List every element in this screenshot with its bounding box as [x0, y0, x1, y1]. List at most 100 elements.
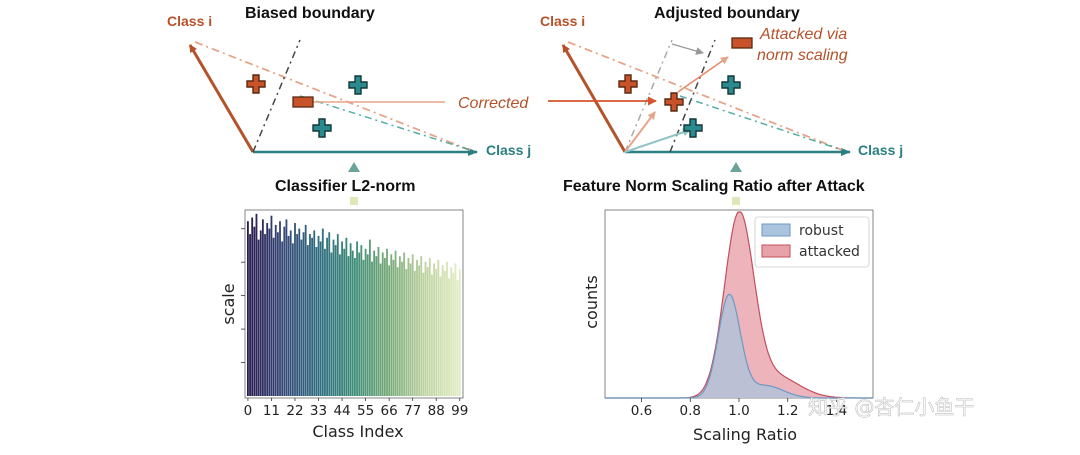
right-teal-plus-icon-2: [683, 118, 703, 138]
bar-class-66: [388, 265, 391, 396]
bar-class-47: [347, 256, 350, 396]
bar-class-14: [276, 232, 279, 396]
chart1-xtick-label-55: 55: [357, 403, 374, 419]
bar-class-93: [446, 261, 448, 396]
watermark: 知乎 @杏仁小鱼干: [808, 395, 974, 419]
bar-class-75: [407, 258, 410, 396]
chart1-bars: [247, 213, 461, 396]
bar-class-81: [420, 256, 423, 396]
bar-class-1: [249, 234, 251, 396]
bar-class-16: [281, 241, 284, 396]
bar-class-55: [364, 248, 367, 396]
robust-distribution-line: [605, 293, 873, 399]
bar-class-63: [381, 252, 384, 396]
right-orange-plus-icon-2: [664, 92, 684, 112]
left-orange-plus-icon: [246, 74, 266, 94]
left-class-i-label: Class i: [167, 13, 212, 29]
right-class-i-label: Class i: [540, 13, 585, 29]
bar-class-64: [383, 258, 386, 396]
bar-class-2: [251, 217, 254, 396]
bar-class-51: [356, 241, 358, 396]
right-connector-arrow-icon: [730, 162, 742, 172]
robust-distribution-area: [605, 294, 873, 398]
chart2-distributions: [605, 211, 873, 399]
chart1-xtick-label-99: 99: [451, 403, 468, 419]
chart2-xtick-label-0.6: 0.6: [631, 403, 652, 419]
left-connector-arrow-icon: [348, 162, 360, 172]
bar-class-17: [283, 226, 286, 396]
bar-class-13: [274, 224, 277, 396]
bar-class-30: [311, 237, 314, 396]
chart1-xtick-label-66: 66: [381, 403, 398, 419]
legend-attacked-swatch: [761, 244, 791, 258]
bar-class-59: [373, 250, 376, 396]
bar-class-35: [321, 228, 324, 396]
left-connector: [348, 162, 360, 205]
bar-class-4: [255, 213, 258, 396]
chart2-xtick-label-0.8: 0.8: [680, 403, 701, 419]
bar-class-22: [294, 223, 296, 396]
bar-class-41: [334, 245, 337, 396]
left-dashed-teal-line: [299, 95, 471, 151]
bar-class-99: [458, 269, 461, 396]
bar-class-79: [416, 259, 418, 396]
left-diagram: Biased boundary Class i Class j Correcte…: [167, 5, 531, 158]
bar-class-61: [377, 246, 380, 396]
bar-class-98: [456, 280, 459, 396]
bar-class-38: [328, 232, 331, 396]
bar-class-68: [392, 259, 395, 396]
chart2-xtick-label-1.4: 1.4: [826, 403, 847, 419]
bar-class-23: [296, 234, 299, 396]
bar-class-71: [398, 256, 401, 396]
bar-class-83: [424, 261, 427, 396]
right-teal-plus-icon-1: [721, 75, 741, 95]
bar-class-43: [339, 254, 341, 396]
bar-class-19: [287, 235, 290, 396]
bar-class-29: [309, 234, 311, 396]
bar-class-65: [386, 248, 388, 396]
bar-class-40: [332, 239, 335, 396]
bar-class-18: [285, 219, 288, 396]
bar-class-34: [319, 241, 322, 396]
attacked-distribution-area: [605, 212, 873, 398]
right-class-j-label: Class j: [858, 142, 903, 158]
bar-class-31: [313, 230, 316, 396]
chart2-legend: robust attacked: [754, 216, 870, 268]
legend-attacked-label: attacked: [799, 244, 860, 260]
left-dashed-orange-line: [194, 41, 471, 151]
chart1-xtick-label-33: 33: [310, 403, 327, 419]
bar-class-28: [306, 245, 309, 396]
right-connector: [730, 162, 742, 205]
bar-class-76: [409, 263, 412, 396]
bar-class-21: [291, 243, 294, 396]
left-connector-square: [350, 197, 358, 205]
legend-robust-label: robust: [799, 223, 844, 239]
bar-class-82: [422, 272, 425, 396]
chart1-xtick-label-44: 44: [333, 403, 350, 419]
bar-class-46: [345, 237, 348, 396]
bar-class-86: [431, 274, 433, 396]
bar-class-25: [300, 239, 303, 396]
legend-robust-swatch: [761, 223, 791, 237]
bar-class-57: [368, 239, 371, 396]
chart2-x-axis-label: Scaling Ratio: [693, 425, 797, 444]
right-diagram-title: Adjusted boundary: [654, 5, 800, 22]
right-minus-icon: [731, 37, 753, 49]
bar-class-39: [330, 252, 333, 396]
bar-class-24: [298, 228, 301, 396]
bar-class-7: [261, 219, 264, 396]
bar-class-36: [324, 248, 326, 396]
left-class-i-vector: [188, 44, 255, 153]
bar-class-44: [341, 241, 343, 396]
bar-class-10: [268, 228, 271, 396]
chart1-title: Classifier L2-norm: [275, 178, 415, 195]
right-attack-annotation-line1: Attacked via: [759, 26, 847, 43]
bar-class-97: [454, 263, 457, 396]
chart1-y-ticks: [241, 228, 245, 363]
bar-class-3: [253, 226, 256, 396]
bar-class-26: [302, 232, 305, 396]
left-class-j-label: Class j: [486, 142, 531, 158]
left-biased-boundary-line: [252, 39, 301, 153]
bar-class-85: [428, 258, 431, 396]
bar-class-54: [362, 259, 365, 396]
